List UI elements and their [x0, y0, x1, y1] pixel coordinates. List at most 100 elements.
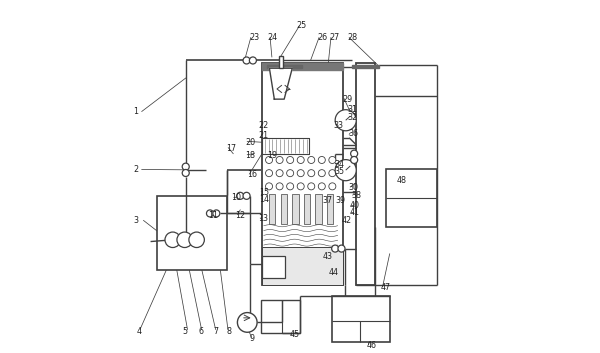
Bar — [281, 194, 287, 224]
Text: 10: 10 — [232, 193, 241, 202]
Circle shape — [297, 170, 304, 176]
Circle shape — [250, 57, 256, 64]
Circle shape — [287, 170, 293, 176]
Circle shape — [318, 156, 325, 163]
Text: 31: 31 — [347, 105, 358, 114]
Bar — [356, 63, 374, 285]
Bar — [157, 196, 227, 270]
Text: 38: 38 — [351, 191, 361, 201]
Circle shape — [329, 183, 336, 190]
Text: 26: 26 — [317, 33, 327, 42]
Circle shape — [165, 232, 181, 247]
Text: 20: 20 — [245, 138, 256, 146]
Text: 32: 32 — [347, 113, 358, 122]
Circle shape — [308, 170, 315, 176]
Circle shape — [177, 232, 193, 247]
Text: 35: 35 — [334, 167, 344, 176]
Text: 29: 29 — [342, 95, 352, 104]
Bar — [327, 194, 334, 224]
Text: 30: 30 — [349, 183, 359, 192]
Bar — [269, 194, 275, 224]
Circle shape — [266, 156, 272, 163]
Circle shape — [243, 57, 250, 64]
Circle shape — [266, 170, 272, 176]
Circle shape — [329, 156, 336, 163]
Circle shape — [276, 170, 283, 176]
Text: 18: 18 — [245, 151, 256, 160]
Text: 1: 1 — [133, 107, 138, 116]
Text: 27: 27 — [329, 33, 340, 42]
Circle shape — [335, 110, 356, 131]
Text: 25: 25 — [296, 21, 307, 30]
Circle shape — [238, 312, 257, 332]
Bar — [262, 138, 310, 154]
Circle shape — [243, 192, 250, 199]
Text: 44: 44 — [328, 268, 338, 277]
Circle shape — [276, 183, 283, 190]
Text: 47: 47 — [381, 283, 391, 292]
Text: 40: 40 — [349, 201, 359, 210]
Circle shape — [206, 210, 214, 217]
Bar — [316, 194, 322, 224]
Text: 37: 37 — [322, 196, 332, 205]
Text: 9: 9 — [249, 334, 254, 343]
Text: 12: 12 — [235, 211, 245, 220]
Circle shape — [350, 156, 358, 163]
Text: 48: 48 — [397, 175, 407, 185]
Bar — [292, 194, 299, 224]
Text: 22: 22 — [259, 121, 269, 130]
Text: 33: 33 — [334, 121, 343, 130]
Circle shape — [287, 183, 293, 190]
Circle shape — [318, 170, 325, 176]
Bar — [332, 296, 389, 342]
Text: 6: 6 — [198, 327, 203, 336]
Text: 4: 4 — [137, 327, 142, 336]
Polygon shape — [269, 68, 292, 99]
Text: 23: 23 — [249, 33, 259, 42]
Circle shape — [189, 232, 205, 247]
Circle shape — [338, 245, 345, 252]
Text: 34: 34 — [334, 160, 344, 169]
Bar — [262, 247, 343, 285]
Text: 13: 13 — [258, 214, 268, 223]
Circle shape — [308, 183, 315, 190]
Circle shape — [308, 156, 315, 163]
Text: 45: 45 — [289, 330, 299, 339]
Circle shape — [266, 183, 272, 190]
Bar — [279, 56, 283, 68]
Circle shape — [276, 156, 283, 163]
Bar — [386, 169, 437, 227]
Circle shape — [182, 163, 189, 170]
Text: 8: 8 — [226, 327, 231, 336]
Text: 42: 42 — [341, 216, 352, 225]
Circle shape — [318, 183, 325, 190]
Text: 7: 7 — [214, 327, 219, 336]
Circle shape — [287, 156, 293, 163]
Circle shape — [182, 169, 189, 176]
Text: 16: 16 — [247, 170, 257, 179]
Circle shape — [350, 150, 358, 157]
Circle shape — [237, 192, 244, 199]
Circle shape — [297, 156, 304, 163]
Text: 15: 15 — [259, 188, 269, 197]
Text: 21: 21 — [259, 131, 269, 139]
Text: 36: 36 — [349, 129, 359, 138]
Text: 39: 39 — [335, 196, 345, 205]
Circle shape — [335, 160, 356, 181]
Bar — [352, 65, 379, 68]
Text: 24: 24 — [268, 33, 278, 42]
Bar — [262, 256, 285, 279]
Text: 2: 2 — [133, 165, 138, 174]
Text: 5: 5 — [182, 327, 187, 336]
Circle shape — [332, 245, 338, 252]
Text: 11: 11 — [208, 211, 218, 220]
Text: 14: 14 — [259, 195, 269, 204]
Text: 28: 28 — [347, 33, 358, 42]
Circle shape — [329, 170, 336, 176]
Text: 41: 41 — [349, 208, 359, 217]
Bar — [262, 138, 310, 154]
Circle shape — [213, 210, 220, 217]
Circle shape — [297, 183, 304, 190]
Text: 19: 19 — [268, 151, 278, 160]
Bar — [262, 300, 300, 333]
